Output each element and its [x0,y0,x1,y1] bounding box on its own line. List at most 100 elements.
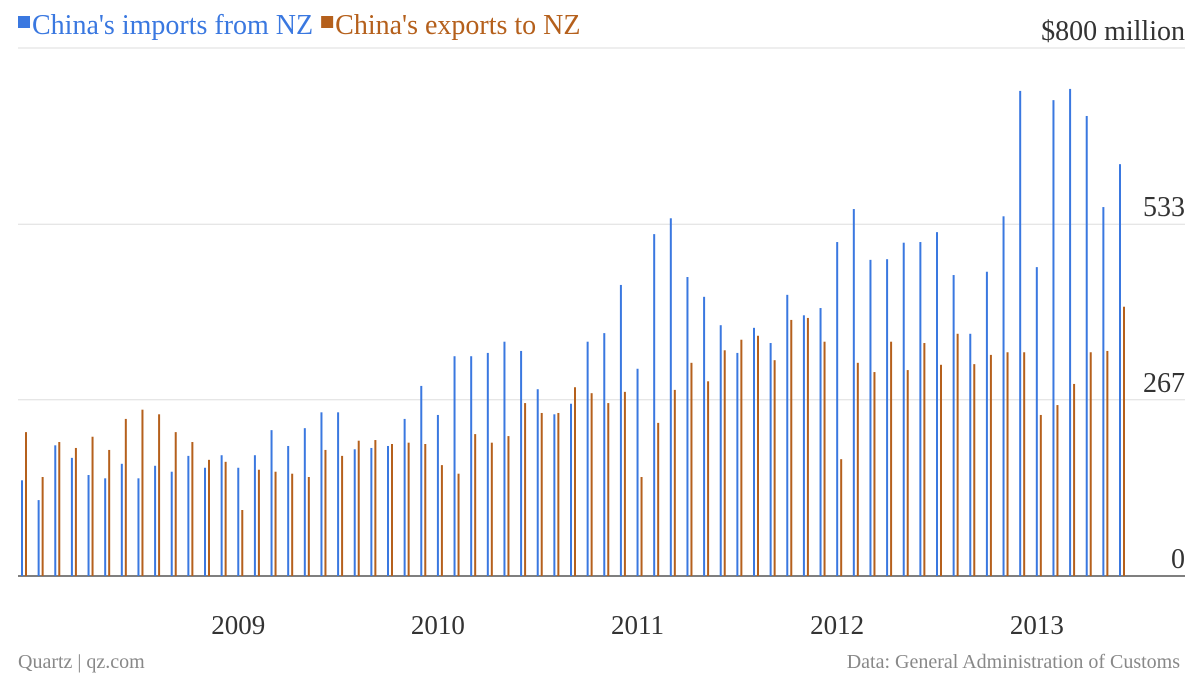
bar [723,350,726,576]
bar [374,440,377,576]
bar [790,319,793,576]
bar [940,364,942,576]
bar [237,467,240,576]
bar [686,277,689,576]
y-tick-label: 267 [1143,368,1185,399]
bar [603,333,606,576]
bar [1056,405,1059,576]
bar [802,315,805,576]
bar [1019,90,1022,577]
bar [856,362,859,576]
bar [640,477,643,576]
bar [187,455,190,576]
bar [387,445,389,576]
bar [540,412,543,576]
bar [769,343,772,576]
bar [141,409,144,576]
credit: Quartz | qz.com [18,651,145,673]
bar [270,430,273,576]
bar [204,467,206,576]
bar [58,442,61,576]
bar [74,447,77,576]
bar [21,480,23,576]
bar [1106,350,1109,576]
bar [208,459,210,576]
x-tick-label: 2009 [211,610,265,640]
bar [104,478,107,576]
bar [37,500,40,576]
bar [574,387,576,576]
bar [324,449,327,576]
bar [690,362,693,576]
bar [424,444,427,576]
bar [486,352,489,576]
bar [420,385,423,576]
bar [1073,383,1076,576]
bar [457,473,460,576]
bar [470,356,473,576]
bar [840,459,843,576]
bar [657,422,660,576]
bar [353,449,356,576]
bar [736,352,739,576]
bar [220,455,223,576]
bar [819,308,822,576]
legend-label: China's exports to NZ [335,10,580,41]
bar [1002,216,1005,577]
bar [224,461,227,576]
bar [973,364,976,576]
bar [1123,306,1125,576]
bar [503,341,506,576]
bar [154,465,157,576]
bar [873,372,876,576]
bar [490,442,493,576]
bar [636,368,639,576]
bar [673,389,676,576]
bar [124,418,127,576]
bar [257,469,260,576]
bar [1069,88,1072,577]
bar [1085,115,1088,576]
bar [886,259,889,576]
bar [607,403,610,576]
bar [923,343,926,576]
bar [719,325,722,576]
legend-swatch [18,16,30,28]
bar [586,341,589,576]
bar [507,436,510,576]
bar [70,457,73,576]
bar [919,242,922,577]
bar [25,432,27,576]
bar [1052,100,1055,576]
bar [890,341,893,576]
bar [669,218,672,576]
bar [337,412,340,576]
bar [1035,267,1038,576]
bar [570,403,572,576]
bar [956,333,959,576]
bar [307,477,310,576]
bar [985,271,988,576]
bar [241,510,244,576]
bar [174,432,177,576]
bar [474,434,477,576]
bar [341,455,344,576]
bar [274,471,277,576]
legend-label: China's imports from NZ [32,10,313,41]
bar [87,475,90,576]
bar [703,296,706,576]
bar [590,393,593,576]
bar [436,414,439,576]
bar [906,370,909,576]
bar [1102,207,1105,576]
y-tick-label: 0 [1171,544,1185,575]
bar [707,381,710,576]
bar [407,442,410,576]
bar [391,444,393,576]
bar [440,465,443,576]
bar [740,339,743,576]
bar [969,333,972,576]
bar [320,412,323,576]
